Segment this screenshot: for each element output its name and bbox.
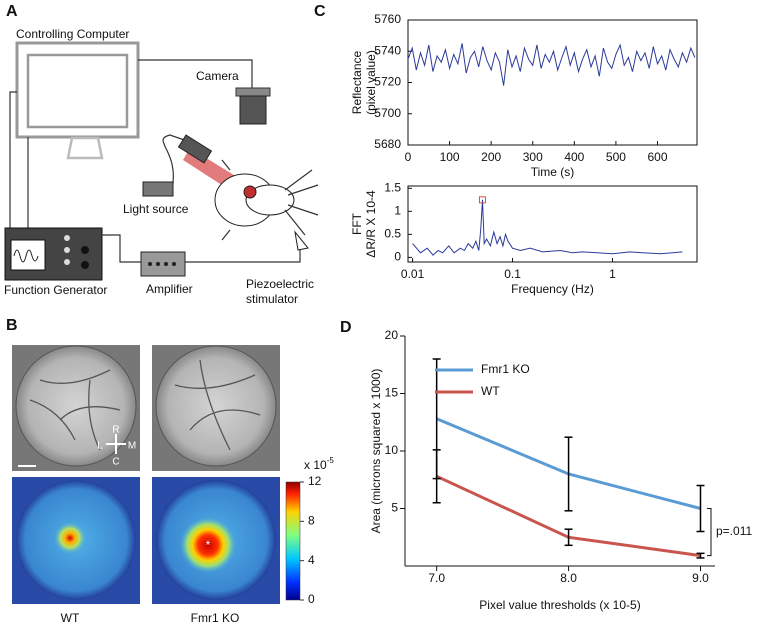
label: Controlling Computer (16, 27, 129, 41)
x-axis-label: Frequency (Hz) (511, 282, 594, 296)
x-tick-label: 600 (647, 150, 667, 164)
waveform (13, 249, 39, 263)
y-tick-label: 1.5 (384, 180, 401, 194)
x-tick-label: 8.0 (560, 571, 577, 585)
significance-bracket (707, 508, 712, 557)
x-tick-label: 1 (609, 267, 616, 281)
vessels (29, 369, 121, 451)
y-tick-label: 5740 (374, 43, 401, 57)
wire (102, 234, 141, 263)
window (243, 185, 257, 199)
x-tick-label: 100 (440, 150, 460, 164)
y-tick-label: 10 (385, 443, 399, 457)
colorbar-exponent: -5 (327, 456, 335, 465)
fg-screen (10, 239, 46, 271)
x-tick-label: 400 (564, 150, 584, 164)
window-image (15, 345, 137, 467)
lens (177, 134, 213, 164)
wire (185, 250, 301, 263)
label: Amplifier (146, 282, 193, 296)
amplifier (140, 251, 186, 277)
y-tick-label: 20 (385, 328, 399, 342)
data-line (407, 43, 696, 86)
image-label: WT (61, 611, 80, 625)
x-tick-label: 200 (481, 150, 501, 164)
peak-marker (478, 196, 486, 204)
camera-body (239, 95, 267, 125)
x-tick-label: 9.0 (692, 571, 709, 585)
y-tick-label: 5 (391, 501, 398, 515)
y-tick-label: 1 (394, 204, 401, 218)
y-tick-label: 5760 (374, 12, 401, 26)
stand (66, 136, 104, 160)
colorbar-tick-label: 8 (308, 514, 315, 528)
mouse-snout (245, 184, 295, 216)
light-box (142, 181, 174, 197)
orientation-label: C (112, 457, 119, 468)
colorbar-scale: x 10-5 (304, 456, 334, 472)
panel-label: C (314, 3, 326, 20)
y-tick-label: 15 (385, 386, 399, 400)
whiskers (221, 159, 319, 241)
wire (138, 59, 253, 88)
x-axis-label: Pixel value thresholds (x 10-5) (479, 598, 640, 612)
legend-label: WT (481, 384, 500, 398)
response (54, 522, 86, 554)
colorbar-tick-label: 0 (308, 592, 315, 606)
colorbar-scale-text: x 10 (304, 458, 327, 472)
panel-label: D (340, 319, 352, 336)
y-axis-label: (pixel value) (364, 50, 378, 115)
y-tick-label: 5680 (374, 137, 401, 151)
y-axis-label: Area (microns squared x 1000) (369, 369, 383, 534)
y-tick-label: 0.5 (384, 227, 401, 241)
panel-label: A (6, 3, 18, 20)
y-axis-label: FFT (350, 212, 364, 235)
orientation-label: R (112, 425, 119, 436)
imaging-panels: R L M C * WT Fmr1 KO x 10-5 (12, 345, 334, 625)
y-axis-label: ΔR/R X 10-4 (364, 190, 378, 258)
image-label: Fmr1 KO (191, 611, 240, 625)
wire (9, 91, 17, 230)
orientation-label: L (97, 441, 103, 452)
plot-frame (407, 19, 698, 146)
label: stimulator (246, 292, 298, 306)
window-image (155, 345, 277, 467)
panel-label: B (6, 317, 18, 334)
orientation-label: M (128, 441, 136, 452)
label: Camera (196, 69, 239, 83)
screen (26, 53, 129, 129)
colorbar-tick-label: 12 (308, 474, 322, 488)
monitor (15, 41, 140, 139)
x-tick-label: 0 (405, 150, 412, 164)
vessels (174, 359, 261, 451)
y-tick-label: 5720 (374, 75, 401, 89)
x-tick-label: 0.01 (401, 267, 425, 281)
response (180, 517, 236, 573)
y-axis-label: Reflectance (350, 50, 364, 114)
stimulator (294, 230, 309, 251)
x-tick-label: 300 (523, 150, 543, 164)
setup-diagram: Controlling Computer Camera Light source… (4, 27, 319, 306)
label: Light source (123, 202, 189, 216)
marker: * (206, 538, 211, 552)
x-axis-label: Time (s) (531, 165, 575, 179)
fiber (162, 134, 191, 191)
legend-label: Fmr1 KO (481, 362, 530, 376)
camera-top (235, 87, 271, 97)
label: Function Generator (4, 283, 107, 297)
x-tick-label: 500 (606, 150, 626, 164)
label: Piezoelectric (246, 277, 314, 291)
y-tick-label: 0 (394, 250, 401, 264)
x-tick-label: 0.1 (504, 267, 521, 281)
x-tick-label: 7.0 (428, 571, 445, 585)
annotation: p=.011 (716, 524, 752, 538)
data-line (412, 199, 683, 256)
orientation-cross (18, 434, 126, 467)
plot-frame (407, 185, 698, 263)
y-tick-label: 5700 (374, 106, 401, 120)
colorbar-tick-label: 4 (308, 553, 315, 567)
colorbar (285, 481, 301, 601)
